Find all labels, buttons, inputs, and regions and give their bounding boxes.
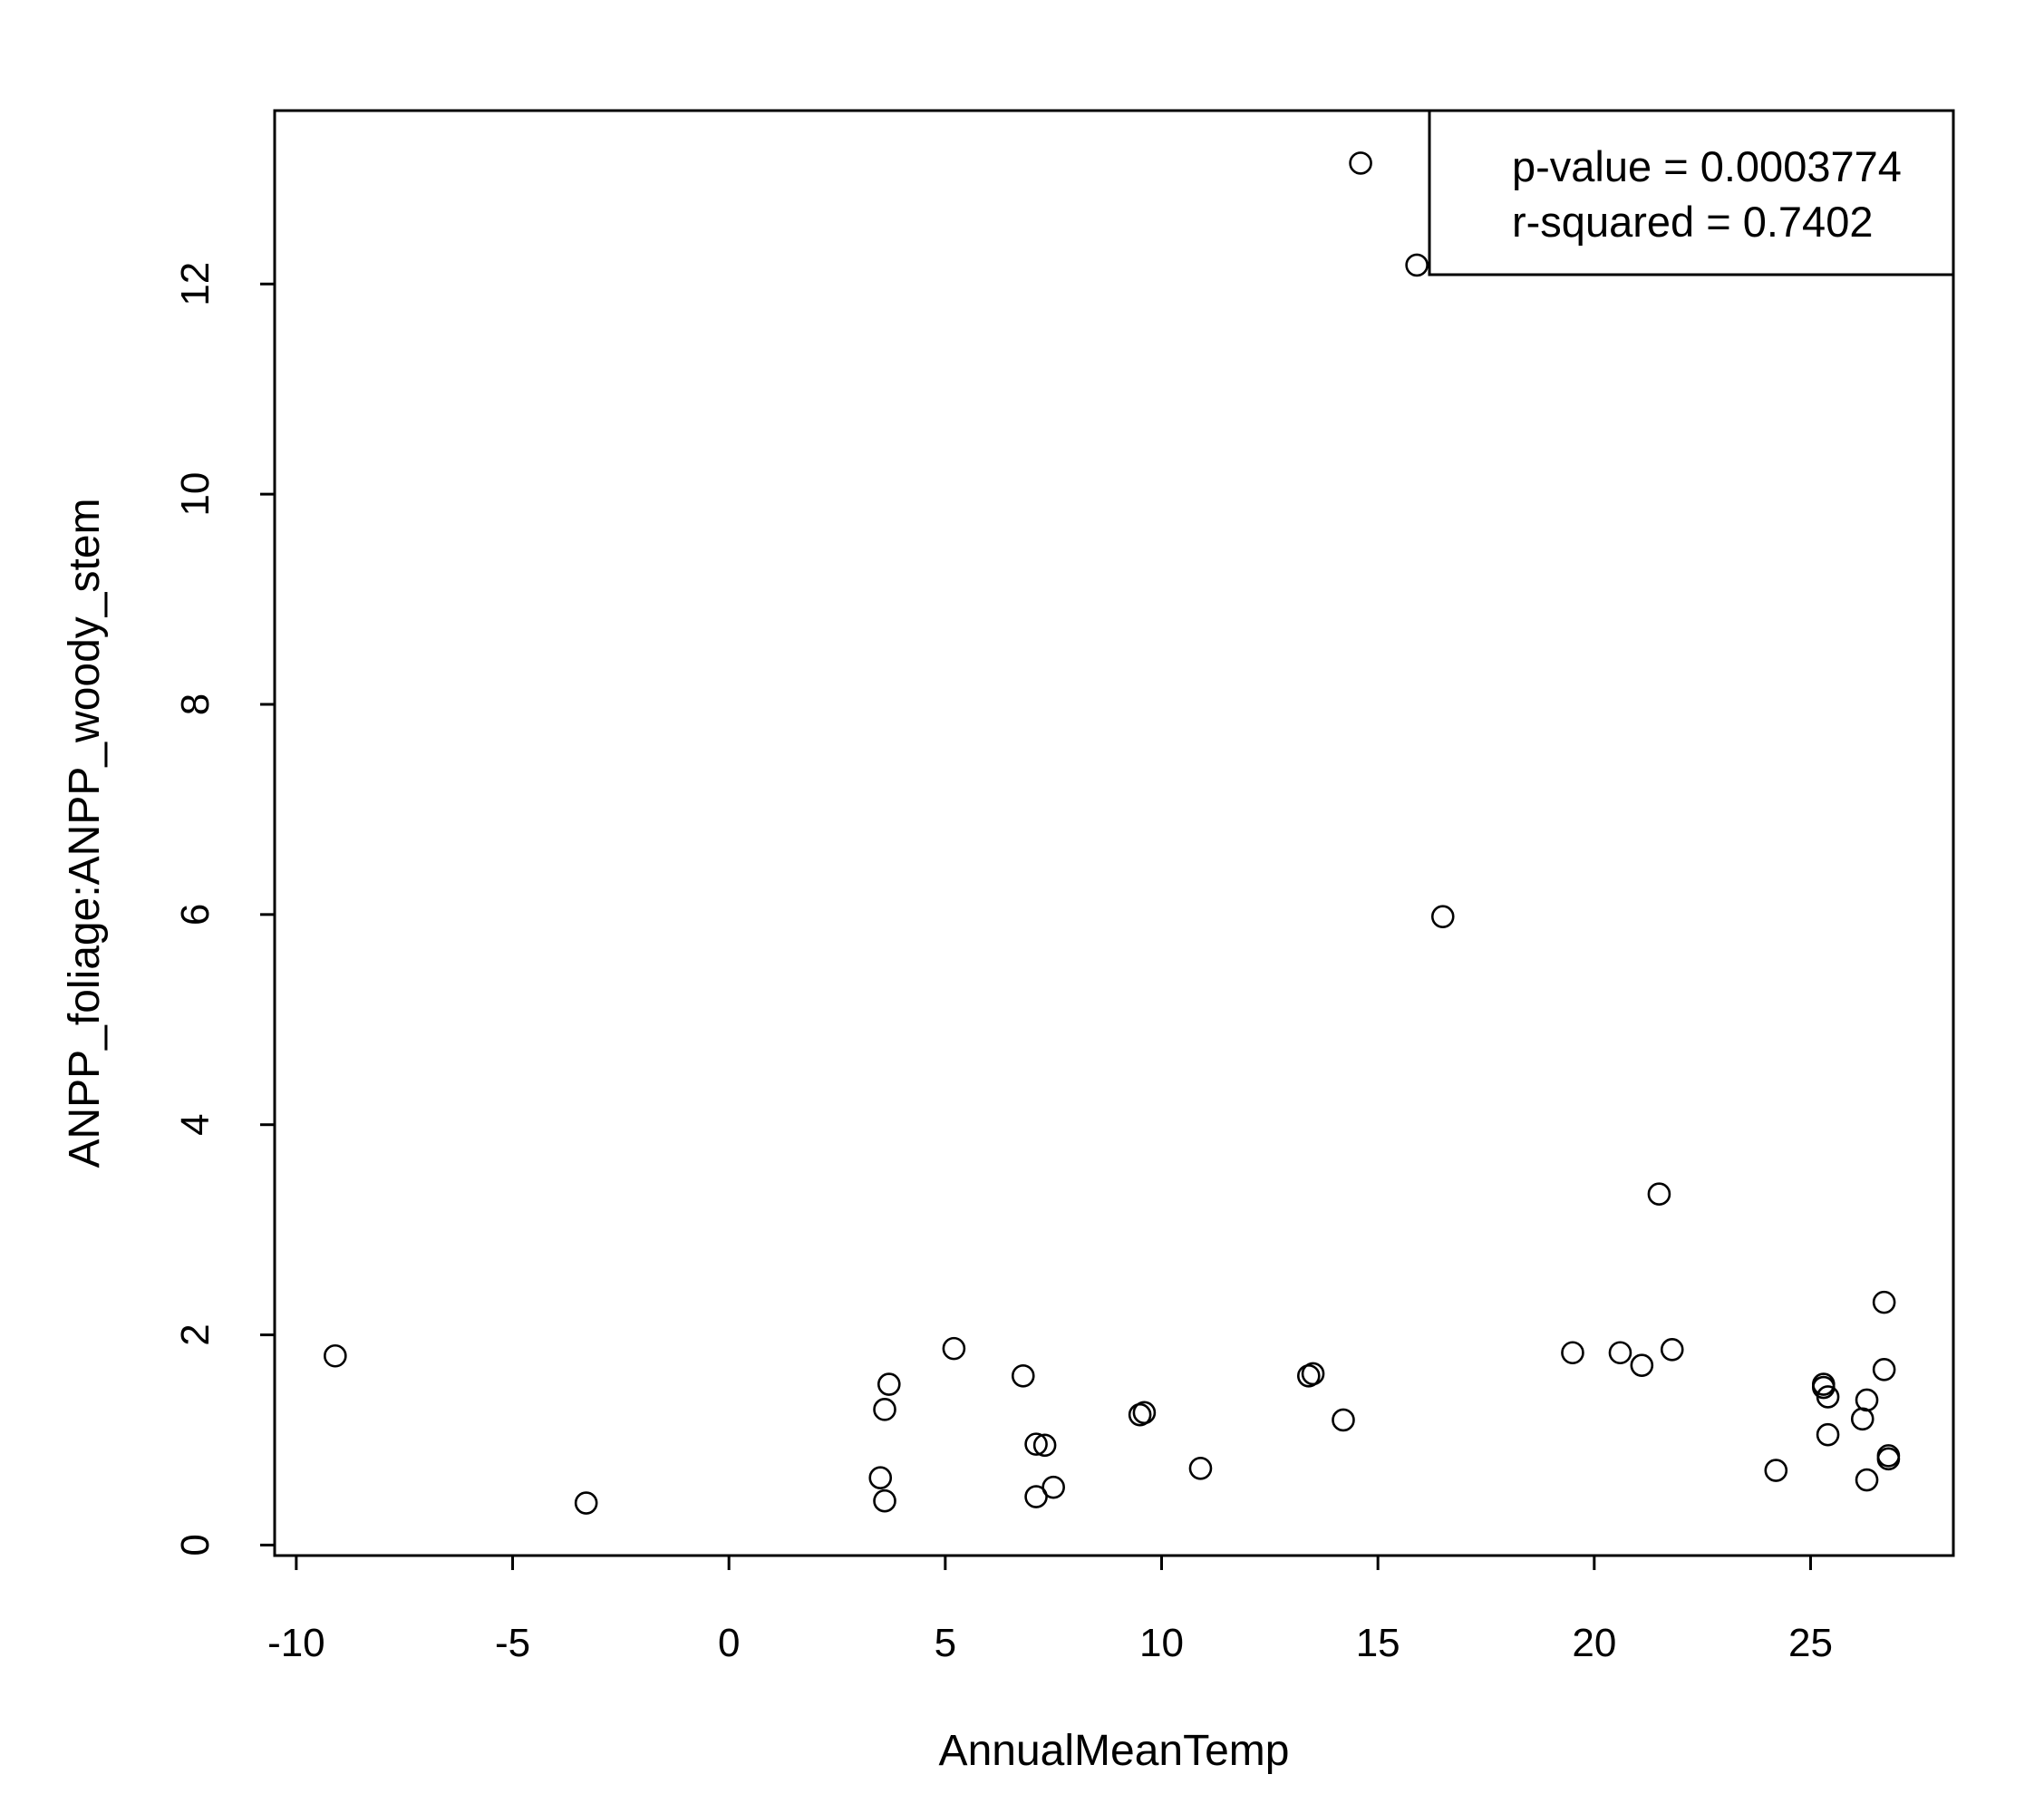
data-point: [1876, 1447, 1901, 1471]
data-point: [942, 1336, 966, 1361]
x-tick-label: 20: [1572, 1621, 1616, 1665]
data-point: [1816, 1422, 1840, 1447]
data-point: [1188, 1456, 1213, 1480]
y-axis-label: ANPP_foliage:ANPP_woody_stem: [61, 498, 109, 1168]
legend-line-pvalue: p-value = 0.0003774: [1512, 142, 1902, 190]
data-point: [873, 1488, 896, 1513]
data-point: [324, 1343, 347, 1368]
x-axis: -10 -5 0 5 10 15 20 25: [267, 1554, 1833, 1665]
y-tick-label: 4: [173, 1113, 218, 1135]
y-axis: 0 2 4 6 8 10 12: [173, 262, 276, 1556]
data-point: [574, 1491, 598, 1515]
data-point: [1332, 1408, 1355, 1432]
data-point: [1850, 1407, 1874, 1431]
data-point: [1855, 1388, 1879, 1412]
x-tick-label: 5: [935, 1621, 956, 1665]
data-point: [1301, 1362, 1325, 1386]
y-tick-label: 0: [173, 1534, 218, 1556]
data-point: [1405, 253, 1429, 277]
data-point: [1816, 1385, 1840, 1409]
data-point: [1764, 1459, 1788, 1482]
legend: p-value = 0.0003774 r-squared = 0.7402: [1428, 109, 1955, 276]
y-tick-label: 6: [173, 904, 218, 926]
x-axis-label: AnnualMeanTemp: [939, 1727, 1290, 1775]
x-tick-label: -5: [495, 1621, 530, 1665]
x-tick-label: -10: [267, 1621, 325, 1665]
data-point: [1660, 1337, 1684, 1362]
legend-box: [1428, 109, 1955, 276]
data-point: [1011, 1363, 1035, 1388]
plot-frame: [273, 109, 1955, 1557]
data-point: [1561, 1341, 1584, 1365]
y-tick-label: 2: [173, 1323, 218, 1345]
data-point: [1349, 151, 1372, 175]
data-point: [1647, 1182, 1671, 1207]
data-point: [1024, 1432, 1048, 1456]
data-point: [1855, 1468, 1879, 1492]
y-tick-label: 12: [173, 262, 218, 306]
x-tick-label: 15: [1356, 1621, 1400, 1665]
x-tick-label: 25: [1788, 1621, 1833, 1665]
data-point: [1630, 1353, 1654, 1377]
data-point: [1024, 1485, 1048, 1508]
data-point: [868, 1466, 893, 1490]
data-points: [324, 151, 1901, 1515]
data-point: [1608, 1341, 1632, 1365]
data-point: [873, 1398, 896, 1421]
x-tick-label: 0: [718, 1621, 740, 1665]
data-point: [1430, 905, 1455, 928]
x-tick-label: 10: [1139, 1621, 1184, 1665]
data-point: [1032, 1433, 1057, 1458]
data-point: [1041, 1475, 1065, 1499]
data-point: [1132, 1401, 1157, 1425]
data-point: [1872, 1290, 1896, 1314]
legend-line-rsquared: r-squared = 0.7402: [1512, 198, 1873, 246]
data-point: [1872, 1358, 1896, 1382]
data-point: [877, 1372, 901, 1396]
y-tick-label: 8: [173, 693, 218, 715]
y-tick-label: 10: [173, 472, 218, 517]
